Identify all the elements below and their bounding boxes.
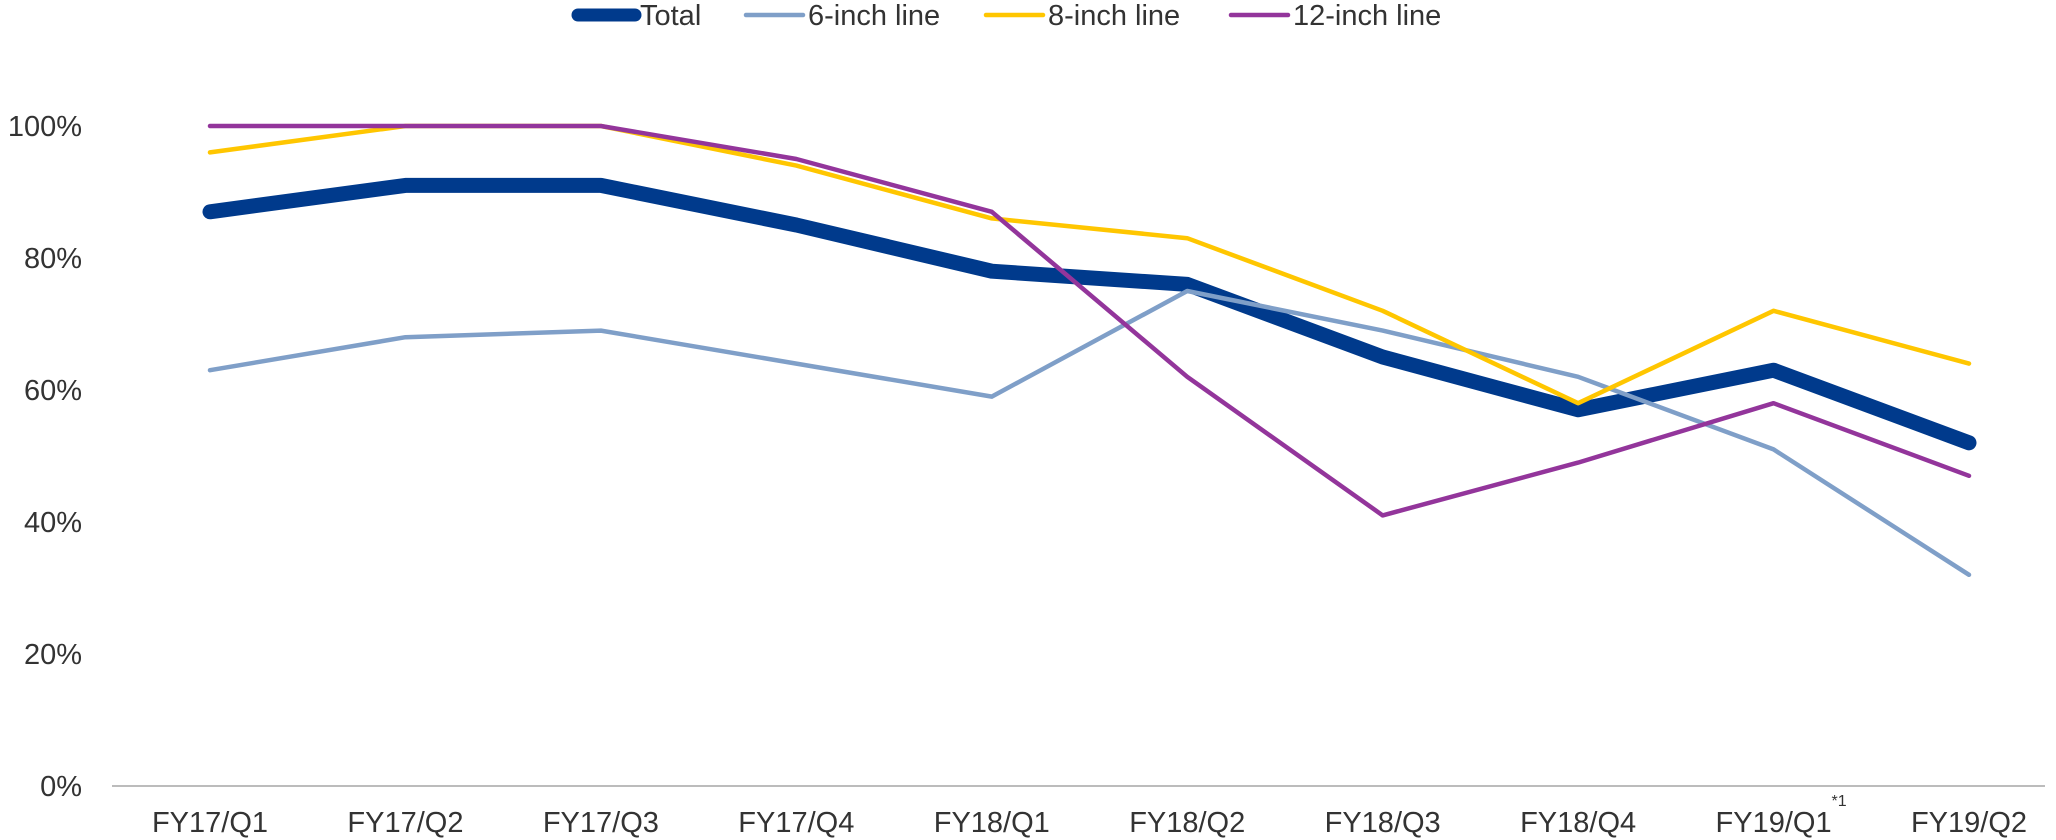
legend-label: 8-inch line [1048,0,1180,32]
y-tick-label: 20% [24,639,82,671]
x-tick-label: FY18/Q4 [1520,807,1636,839]
x-tick-label: FY19/Q1 [1716,807,1832,839]
series-line-total [202,177,1977,451]
series-lines [202,123,1977,578]
legend: Total 6-inch line 8-inch line 12-inch line [571,0,1441,32]
legend-label: Total [640,0,701,32]
y-tick-label: 0% [40,771,82,803]
x-tick-label: FY18/Q1 [934,807,1050,839]
series-line-8-inch-line [207,123,1972,406]
x-tick-label: FY17/Q3 [543,807,659,839]
legend-label: 12-inch line [1293,0,1441,32]
legend-label: 6-inch line [808,0,940,32]
x-tick-label: FY18/Q3 [1325,807,1441,839]
y-tick-label: 80% [24,243,82,275]
x-tick-footnote: *1 [1832,793,1847,810]
y-tick-label: 40% [24,507,82,539]
series-line-12-inch-line [207,123,1972,518]
y-tick-label: 100% [8,111,82,143]
x-tick-label: FY17/Q2 [347,807,463,839]
x-tick-label: FY19/Q2 [1911,807,2027,839]
x-tick-label: FY17/Q1 [152,807,268,839]
axes: 0% 20% 40% 60% 80% 100% FY17/Q1 FY17/Q2 FY17/Q3 F… [8,111,2045,839]
x-tick-label: FY17/Q4 [738,807,854,839]
series-line-6-inch-line [207,288,1972,578]
x-tick-label: FY18/Q2 [1129,807,1245,839]
y-tick-label: 60% [24,375,82,407]
